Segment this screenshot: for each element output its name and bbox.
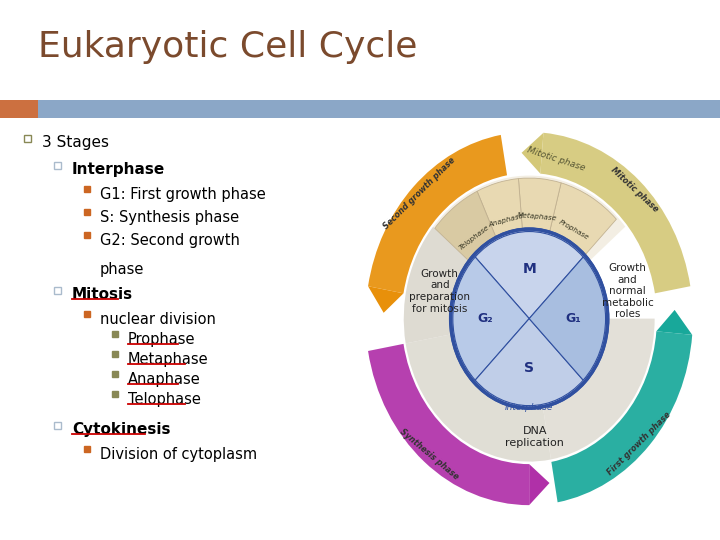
Wedge shape bbox=[477, 179, 529, 319]
Polygon shape bbox=[529, 464, 549, 505]
Text: Anaphase: Anaphase bbox=[488, 213, 524, 228]
Polygon shape bbox=[521, 133, 544, 174]
Text: Division of cytoplasm: Division of cytoplasm bbox=[100, 447, 257, 462]
Text: Anaphase: Anaphase bbox=[128, 372, 201, 387]
Text: Synthesis phase: Synthesis phase bbox=[398, 427, 461, 481]
Text: Mitotic phase: Mitotic phase bbox=[609, 165, 660, 214]
Text: Mitosis: Mitosis bbox=[72, 287, 133, 302]
Text: DNA
replication: DNA replication bbox=[505, 426, 564, 448]
Wedge shape bbox=[368, 135, 507, 293]
Wedge shape bbox=[404, 227, 469, 343]
Text: Telophase: Telophase bbox=[128, 392, 201, 407]
Text: G2: Second growth: G2: Second growth bbox=[100, 233, 240, 248]
Text: Eukaryotic Cell Cycle: Eukaryotic Cell Cycle bbox=[38, 30, 418, 64]
Text: 3 Stages: 3 Stages bbox=[42, 135, 109, 150]
Text: Metaphase: Metaphase bbox=[128, 352, 209, 367]
Bar bbox=[53, 422, 60, 429]
Text: nuclear division: nuclear division bbox=[100, 312, 216, 327]
Bar bbox=[38, 100, 720, 118]
Text: S: S bbox=[524, 361, 534, 375]
Polygon shape bbox=[368, 286, 403, 313]
Wedge shape bbox=[453, 257, 529, 380]
Wedge shape bbox=[405, 334, 551, 462]
Text: Interphase: Interphase bbox=[505, 403, 554, 412]
Wedge shape bbox=[518, 178, 561, 319]
Wedge shape bbox=[552, 331, 692, 502]
Wedge shape bbox=[433, 176, 625, 261]
Text: G1: First growth phase: G1: First growth phase bbox=[100, 187, 266, 202]
Text: Prophase: Prophase bbox=[558, 219, 590, 241]
Text: G₂: G₂ bbox=[478, 312, 493, 325]
Wedge shape bbox=[475, 319, 583, 406]
Wedge shape bbox=[543, 319, 654, 460]
Text: Telophase: Telophase bbox=[459, 224, 491, 251]
Bar bbox=[53, 161, 60, 168]
Text: phase: phase bbox=[100, 262, 145, 277]
Text: Second growth phase: Second growth phase bbox=[382, 156, 457, 232]
Bar bbox=[0, 100, 38, 118]
Polygon shape bbox=[657, 310, 692, 335]
Wedge shape bbox=[435, 191, 529, 319]
Circle shape bbox=[451, 229, 608, 408]
Text: Growth
and
preparation
for mitosis: Growth and preparation for mitosis bbox=[409, 269, 470, 314]
Text: Cytokinesis: Cytokinesis bbox=[72, 422, 171, 437]
Wedge shape bbox=[540, 133, 690, 293]
Text: G₁: G₁ bbox=[565, 312, 581, 325]
Text: Interphase: Interphase bbox=[72, 162, 166, 177]
Text: Growth
and
normal
metabolic
roles: Growth and normal metabolic roles bbox=[601, 263, 653, 320]
Text: First growth phase: First growth phase bbox=[606, 410, 672, 477]
Wedge shape bbox=[529, 257, 606, 380]
Text: S: Synthesis phase: S: Synthesis phase bbox=[100, 210, 239, 225]
Wedge shape bbox=[368, 344, 529, 505]
Text: M: M bbox=[522, 262, 536, 276]
Text: Metaphase: Metaphase bbox=[517, 212, 557, 222]
Wedge shape bbox=[529, 183, 616, 319]
Bar bbox=[24, 134, 30, 141]
Text: Prophase: Prophase bbox=[128, 332, 196, 347]
Wedge shape bbox=[475, 232, 583, 319]
Bar bbox=[53, 287, 60, 294]
Text: Mitotic phase: Mitotic phase bbox=[526, 146, 587, 173]
